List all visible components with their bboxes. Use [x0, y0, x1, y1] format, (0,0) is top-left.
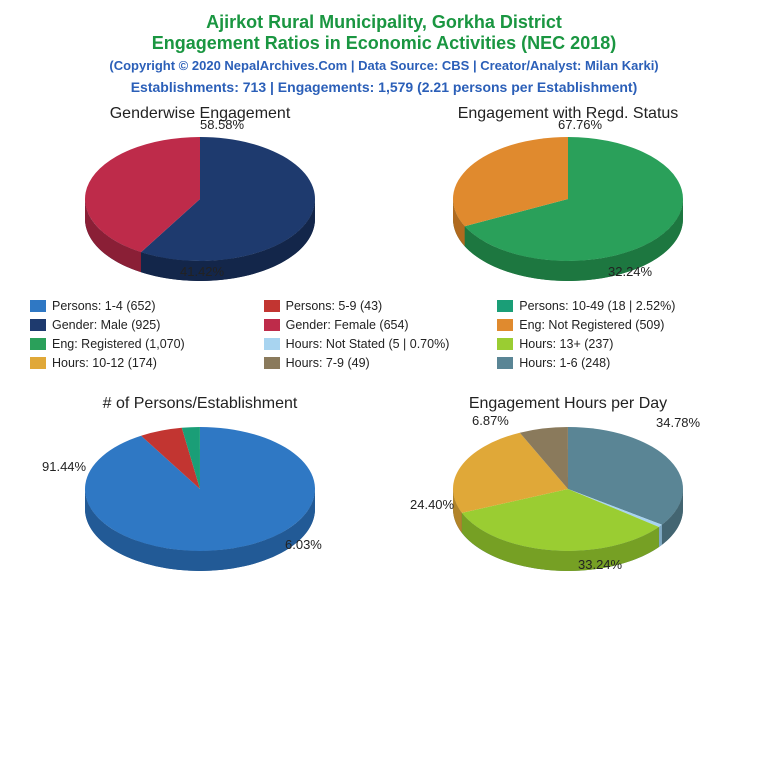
legend-swatch [30, 357, 46, 369]
legend-label: Hours: 1-6 (248) [519, 356, 610, 370]
legend-swatch [497, 319, 513, 331]
legend-label: Hours: Not Stated (5 | 0.70%) [286, 337, 450, 351]
legend-item: Hours: 10-12 (174) [30, 356, 264, 370]
pie-slice-label: 6.03% [285, 537, 322, 552]
legend-item: Persons: 1-4 (652) [30, 299, 264, 313]
legend-label: Persons: 5-9 (43) [286, 299, 383, 313]
legend-label: Gender: Female (654) [286, 318, 409, 332]
legend-item: Persons: 5-9 (43) [264, 299, 498, 313]
legend: Persons: 1-4 (652) Persons: 5-9 (43) Perso… [30, 299, 738, 375]
chart-persons-title: # of Persons/Establishment [25, 395, 375, 413]
pie-slice-label: 6.87% [472, 413, 509, 428]
legend-swatch [264, 319, 280, 331]
legend-swatch [264, 338, 280, 350]
legend-item: Eng: Not Registered (509) [497, 318, 731, 332]
legend-swatch [497, 357, 513, 369]
pie-slice-label: 24.40% [410, 497, 454, 512]
pie-slice-label: 58.58% [200, 117, 244, 132]
stats-line: Establishments: 713 | Engagements: 1,579… [16, 79, 752, 95]
chart-gender: Genderwise Engagement 58.58%41.42% [25, 105, 375, 279]
legend-item: Hours: 7-9 (49) [264, 356, 498, 370]
legend-label: Hours: 10-12 (174) [52, 356, 157, 370]
legend-label: Persons: 1-4 (652) [52, 299, 156, 313]
legend-item: Persons: 10-49 (18 | 2.52%) [497, 299, 731, 313]
legend-swatch [497, 300, 513, 312]
legend-item: Hours: 1-6 (248) [497, 356, 731, 370]
legend-swatch [264, 357, 280, 369]
legend-item: Gender: Male (925) [30, 318, 264, 332]
pie-slice-label: 91.44% [42, 459, 86, 474]
chart-persons: # of Persons/Establishment 91.44% 6.03% [25, 395, 375, 569]
copyright-line: (Copyright © 2020 NepalArchives.Com | Da… [16, 58, 752, 73]
pie-svg [438, 419, 698, 579]
legend-item: Eng: Registered (1,070) [30, 337, 264, 351]
legend-item: Hours: 13+ (237) [497, 337, 731, 351]
legend-swatch [30, 319, 46, 331]
legend-label: Persons: 10-49 (18 | 2.52%) [519, 299, 675, 313]
legend-label: Gender: Male (925) [52, 318, 160, 332]
chart-hours: Engagement Hours per Day 34.78% 33.24% 24.… [393, 395, 743, 569]
legend-label: Hours: 7-9 (49) [286, 356, 370, 370]
pie-slice-label: 33.24% [578, 557, 622, 572]
pie-slice-label: 41.42% [180, 264, 224, 279]
pie-slice-label: 34.78% [656, 415, 700, 430]
pie-svg [70, 419, 330, 579]
legend-swatch [30, 300, 46, 312]
legend-label: Eng: Registered (1,070) [52, 337, 185, 351]
legend-item: Gender: Female (654) [264, 318, 498, 332]
chart-hours-title: Engagement Hours per Day [393, 395, 743, 413]
pie-svg [438, 129, 698, 289]
legend-swatch [30, 338, 46, 350]
title-line2: Engagement Ratios in Economic Activities… [16, 33, 752, 54]
chart-regd: Engagement with Regd. Status 67.76%32.24… [393, 105, 743, 279]
legend-label: Hours: 13+ (237) [519, 337, 613, 351]
pie-slice-label: 32.24% [608, 264, 652, 279]
pie-slice-label: 67.76% [558, 117, 602, 132]
legend-swatch [497, 338, 513, 350]
title-line1: Ajirkot Rural Municipality, Gorkha Distr… [16, 12, 752, 33]
legend-label: Eng: Not Registered (509) [519, 318, 664, 332]
legend-swatch [264, 300, 280, 312]
legend-item: Hours: Not Stated (5 | 0.70%) [264, 337, 498, 351]
